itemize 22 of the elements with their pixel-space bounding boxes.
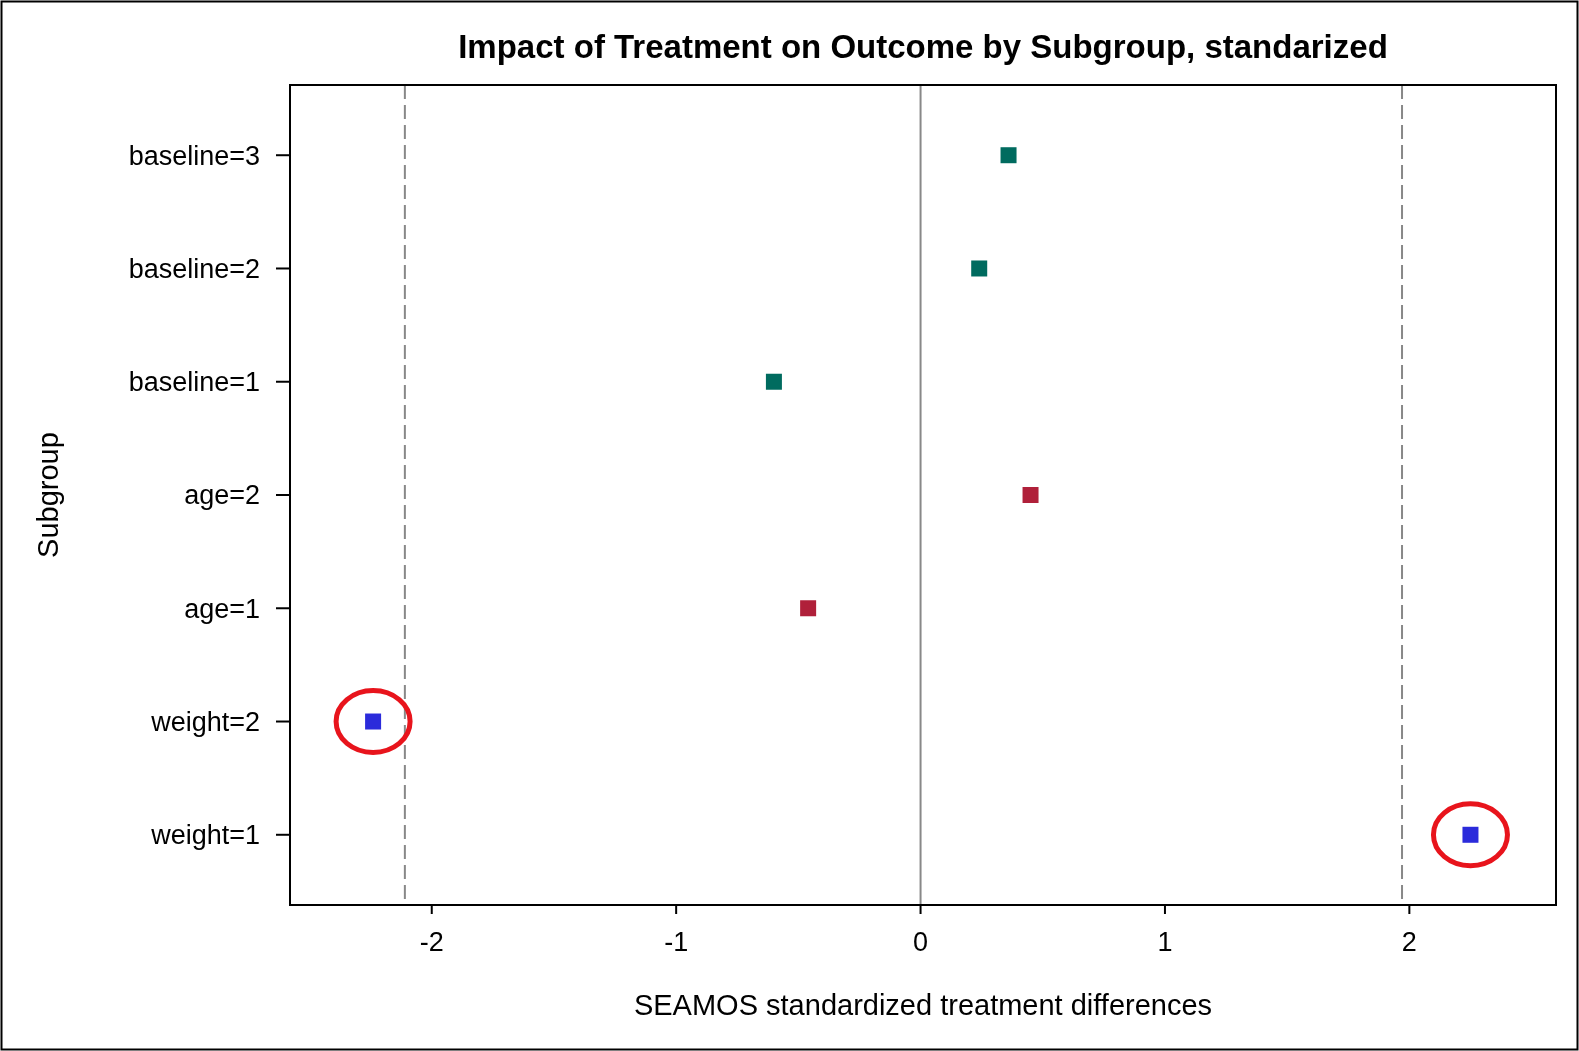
y-tick-label: age=1: [184, 593, 260, 624]
x-axis-title: SEAMOS standardized treatment differences: [633, 989, 1213, 1021]
point: [1462, 826, 1479, 843]
point: [765, 373, 782, 390]
y-tick-label: baseline=2: [128, 253, 260, 284]
y-axis-title: Subgroup: [32, 432, 64, 558]
x-tick-label: -2: [419, 927, 444, 957]
point: [800, 600, 817, 617]
x-tick-label: 0: [913, 927, 929, 957]
x-tick-label: -1: [664, 927, 689, 957]
point: [1000, 147, 1017, 164]
point: [1022, 487, 1039, 503]
y-tick-label: baseline=3: [128, 140, 260, 171]
x-tick-label: 1: [1157, 927, 1173, 957]
y-tick-label: weight=1: [150, 820, 260, 851]
x-tick-label: 2: [1401, 927, 1417, 957]
chart-title: Impact of Treatment on Outcome by Subgroup, standarized: [458, 28, 1388, 65]
y-tick-label: baseline=1: [128, 367, 260, 398]
point: [365, 713, 382, 730]
y-tick-label: weight=2: [150, 706, 260, 737]
y-tick-label: age=2: [184, 480, 260, 511]
point: [971, 260, 988, 277]
